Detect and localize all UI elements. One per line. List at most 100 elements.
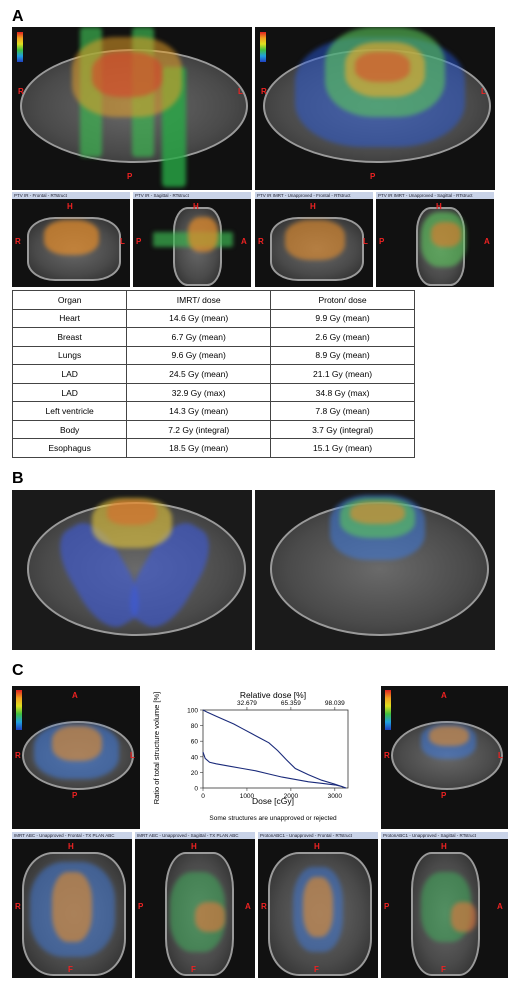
top-axis-label: Relative dose [%] bbox=[240, 690, 306, 700]
dvh-chart-svg: Relative dose [%] Dose [cGy] Ratio of to… bbox=[152, 690, 349, 822]
dir-l-label: L bbox=[363, 237, 368, 246]
dir-f-label: F bbox=[314, 965, 319, 974]
table-row: Esophagus 18.5 Gy (mean) 15.1 Gy (mean) bbox=[11, 438, 415, 458]
view-title: ProtonABC1 - Unapproved - Sagittal - RTs… bbox=[381, 832, 508, 839]
view-title: ProtonABC1 - Unapproved - Frontal - RTst… bbox=[258, 832, 378, 839]
y-tick-label: 20 bbox=[191, 770, 199, 777]
dir-f-label: F bbox=[441, 965, 446, 974]
panel-a-imrt-axial-view: R L P bbox=[12, 27, 252, 190]
dir-p-label: P bbox=[370, 172, 376, 181]
view-title: PTV IR - Sagittal - RTstruct bbox=[133, 192, 251, 199]
organ-cell: Lungs bbox=[11, 345, 128, 366]
view-title: PTV IR IMRT - Unapproved - Sagittal - RT… bbox=[376, 192, 494, 199]
proton-dose-cell: 21.1 Gy (mean) bbox=[270, 364, 415, 384]
dir-p-label: P bbox=[384, 902, 390, 911]
x-tick-label: 2000 bbox=[284, 793, 299, 800]
panel-a-label: A bbox=[12, 8, 24, 25]
organ-cell: Body bbox=[11, 419, 128, 440]
panel-c-imrt-frontal-view: IMRT ABC - Unapproved - Frontal - TX PLA… bbox=[12, 832, 132, 978]
dir-p-label: P bbox=[136, 237, 142, 246]
dir-l-label: L bbox=[130, 751, 135, 760]
proton-dose-cell: 9.9 Gy (mean) bbox=[270, 308, 415, 329]
table-row: LAD 24.5 Gy (mean) 21.1 Gy (mean) bbox=[11, 364, 415, 384]
imrt-dose-cell: 14.3 Gy (mean) bbox=[126, 401, 272, 421]
dir-h-label: H bbox=[68, 842, 74, 851]
top-tick-label: 98.039 bbox=[325, 700, 345, 707]
y-tick-label: 40 bbox=[191, 754, 199, 761]
dir-h-label: H bbox=[191, 842, 197, 851]
dir-l-label: L bbox=[498, 751, 503, 760]
dir-a-label: A bbox=[72, 691, 78, 700]
dir-h-label: H bbox=[436, 202, 442, 211]
panel-c-label: C bbox=[12, 662, 24, 679]
imrt-dose-cell: 9.6 Gy (mean) bbox=[126, 345, 272, 366]
panel-a-imrt-frontal-view: PTV IR - Frontal - RTstruct R L H bbox=[12, 192, 130, 287]
dir-h-label: H bbox=[441, 842, 447, 851]
top-tick-label: 65.359 bbox=[281, 700, 301, 707]
dir-p-label: P bbox=[72, 791, 78, 800]
x-tick-label: 0 bbox=[201, 793, 205, 800]
organ-cell: LAD bbox=[11, 364, 128, 384]
dir-p-label: P bbox=[379, 237, 385, 246]
organ-cell: Heart bbox=[11, 308, 128, 329]
panel-a-proton-frontal-view: PTV IR IMRT - Unapproved - Frontal - RTs… bbox=[255, 192, 373, 287]
panel-c-proton-sagittal-view: ProtonABC1 - Unapproved - Sagittal - RTs… bbox=[381, 832, 508, 978]
panel-a-imrt-sagittal-view: PTV IR - Sagittal - RTstruct P A H bbox=[133, 192, 251, 287]
dir-a-label: A bbox=[484, 237, 490, 246]
dir-r-label: R bbox=[15, 237, 21, 246]
dir-r-label: R bbox=[261, 87, 267, 96]
chart-note: Some structures are unapproved or reject… bbox=[209, 815, 337, 822]
header-proton-dose: Proton/ dose bbox=[270, 290, 415, 310]
dir-r-label: R bbox=[384, 751, 390, 760]
y-tick-label: 60 bbox=[191, 739, 199, 746]
panel-b-imrt-axial-view bbox=[12, 490, 252, 650]
table-row: Heart 14.6 Gy (mean) 9.9 Gy (mean) bbox=[11, 308, 415, 329]
view-title: IMRT ABC - Unapproved - Frontal - TX PLA… bbox=[12, 832, 132, 839]
dir-h-label: H bbox=[310, 202, 316, 211]
dir-l-label: L bbox=[481, 87, 486, 96]
y-tick-label: 100 bbox=[187, 708, 198, 715]
panel-c-imrt-sagittal-view: IMRT ABC - Unapproved - Sagittal - TX PL… bbox=[135, 832, 255, 978]
dir-r-label: R bbox=[258, 237, 264, 246]
organ-cell: Left ventricle bbox=[11, 401, 128, 421]
imrt-dose-cell: 14.6 Gy (mean) bbox=[126, 308, 272, 329]
organ-cell: Breast bbox=[11, 327, 128, 347]
dir-h-label: H bbox=[67, 202, 73, 211]
dir-l-label: L bbox=[120, 237, 125, 246]
x-tick-label: 3000 bbox=[328, 793, 343, 800]
panel-b-label: B bbox=[12, 470, 24, 487]
dose-comparison-table: Organ IMRT/ dose Proton/ dose Heart 14.6 … bbox=[11, 290, 415, 458]
dir-f-label: F bbox=[191, 965, 196, 974]
proton-dose-cell: 34.8 Gy (max) bbox=[270, 382, 415, 403]
table-header-row: Organ IMRT/ dose Proton/ dose bbox=[11, 290, 415, 310]
imrt-dose-cell: 18.5 Gy (mean) bbox=[126, 438, 272, 458]
proton-dose-cell: 2.6 Gy (mean) bbox=[270, 327, 415, 347]
header-organ: Organ bbox=[11, 290, 128, 310]
view-title: PTV IR - Frontal - RTstruct bbox=[12, 192, 130, 199]
panel-c-imrt-axial-view: A R L P bbox=[12, 686, 140, 829]
dir-a-label: A bbox=[241, 237, 247, 246]
panel-a-proton-axial-view: R L P bbox=[255, 27, 495, 190]
dir-r-label: R bbox=[18, 87, 24, 96]
dir-l-label: L bbox=[238, 87, 243, 96]
dir-r-label: R bbox=[15, 902, 21, 911]
dir-p-label: P bbox=[127, 172, 133, 181]
table-row: Body 7.2 Gy (integral) 3.7 Gy (integral) bbox=[11, 419, 415, 440]
panel-c-proton-frontal-view: ProtonABC1 - Unapproved - Frontal - RTst… bbox=[258, 832, 378, 978]
plot-frame bbox=[202, 709, 349, 789]
dir-h-label: H bbox=[193, 202, 199, 211]
imrt-dose-cell: 6.7 Gy (mean) bbox=[126, 327, 272, 347]
proton-dose-cell: 15.1 Gy (mean) bbox=[270, 438, 415, 458]
proton-dose-cell: 7.8 Gy (mean) bbox=[270, 401, 415, 421]
table-row: Breast 6.7 Gy (mean) 2.6 Gy (mean) bbox=[11, 327, 415, 347]
panel-b-proton-axial-view bbox=[255, 490, 495, 650]
dir-a-label: A bbox=[497, 902, 503, 911]
dir-a-label: A bbox=[441, 691, 447, 700]
imrt-dose-cell: 7.2 Gy (integral) bbox=[126, 419, 272, 440]
table-row: Left ventricle 14.3 Gy (mean) 7.8 Gy (mean… bbox=[11, 401, 415, 421]
table-row: LAD 32.9 Gy (max) 34.8 Gy (max) bbox=[11, 382, 415, 403]
table-row: Lungs 9.6 Gy (mean) 8.9 Gy (mean) bbox=[11, 345, 415, 366]
dir-r-label: R bbox=[15, 751, 21, 760]
dir-p-label: P bbox=[138, 902, 144, 911]
view-title: IMRT ABC - Unapproved - Sagittal - TX PL… bbox=[135, 832, 255, 839]
